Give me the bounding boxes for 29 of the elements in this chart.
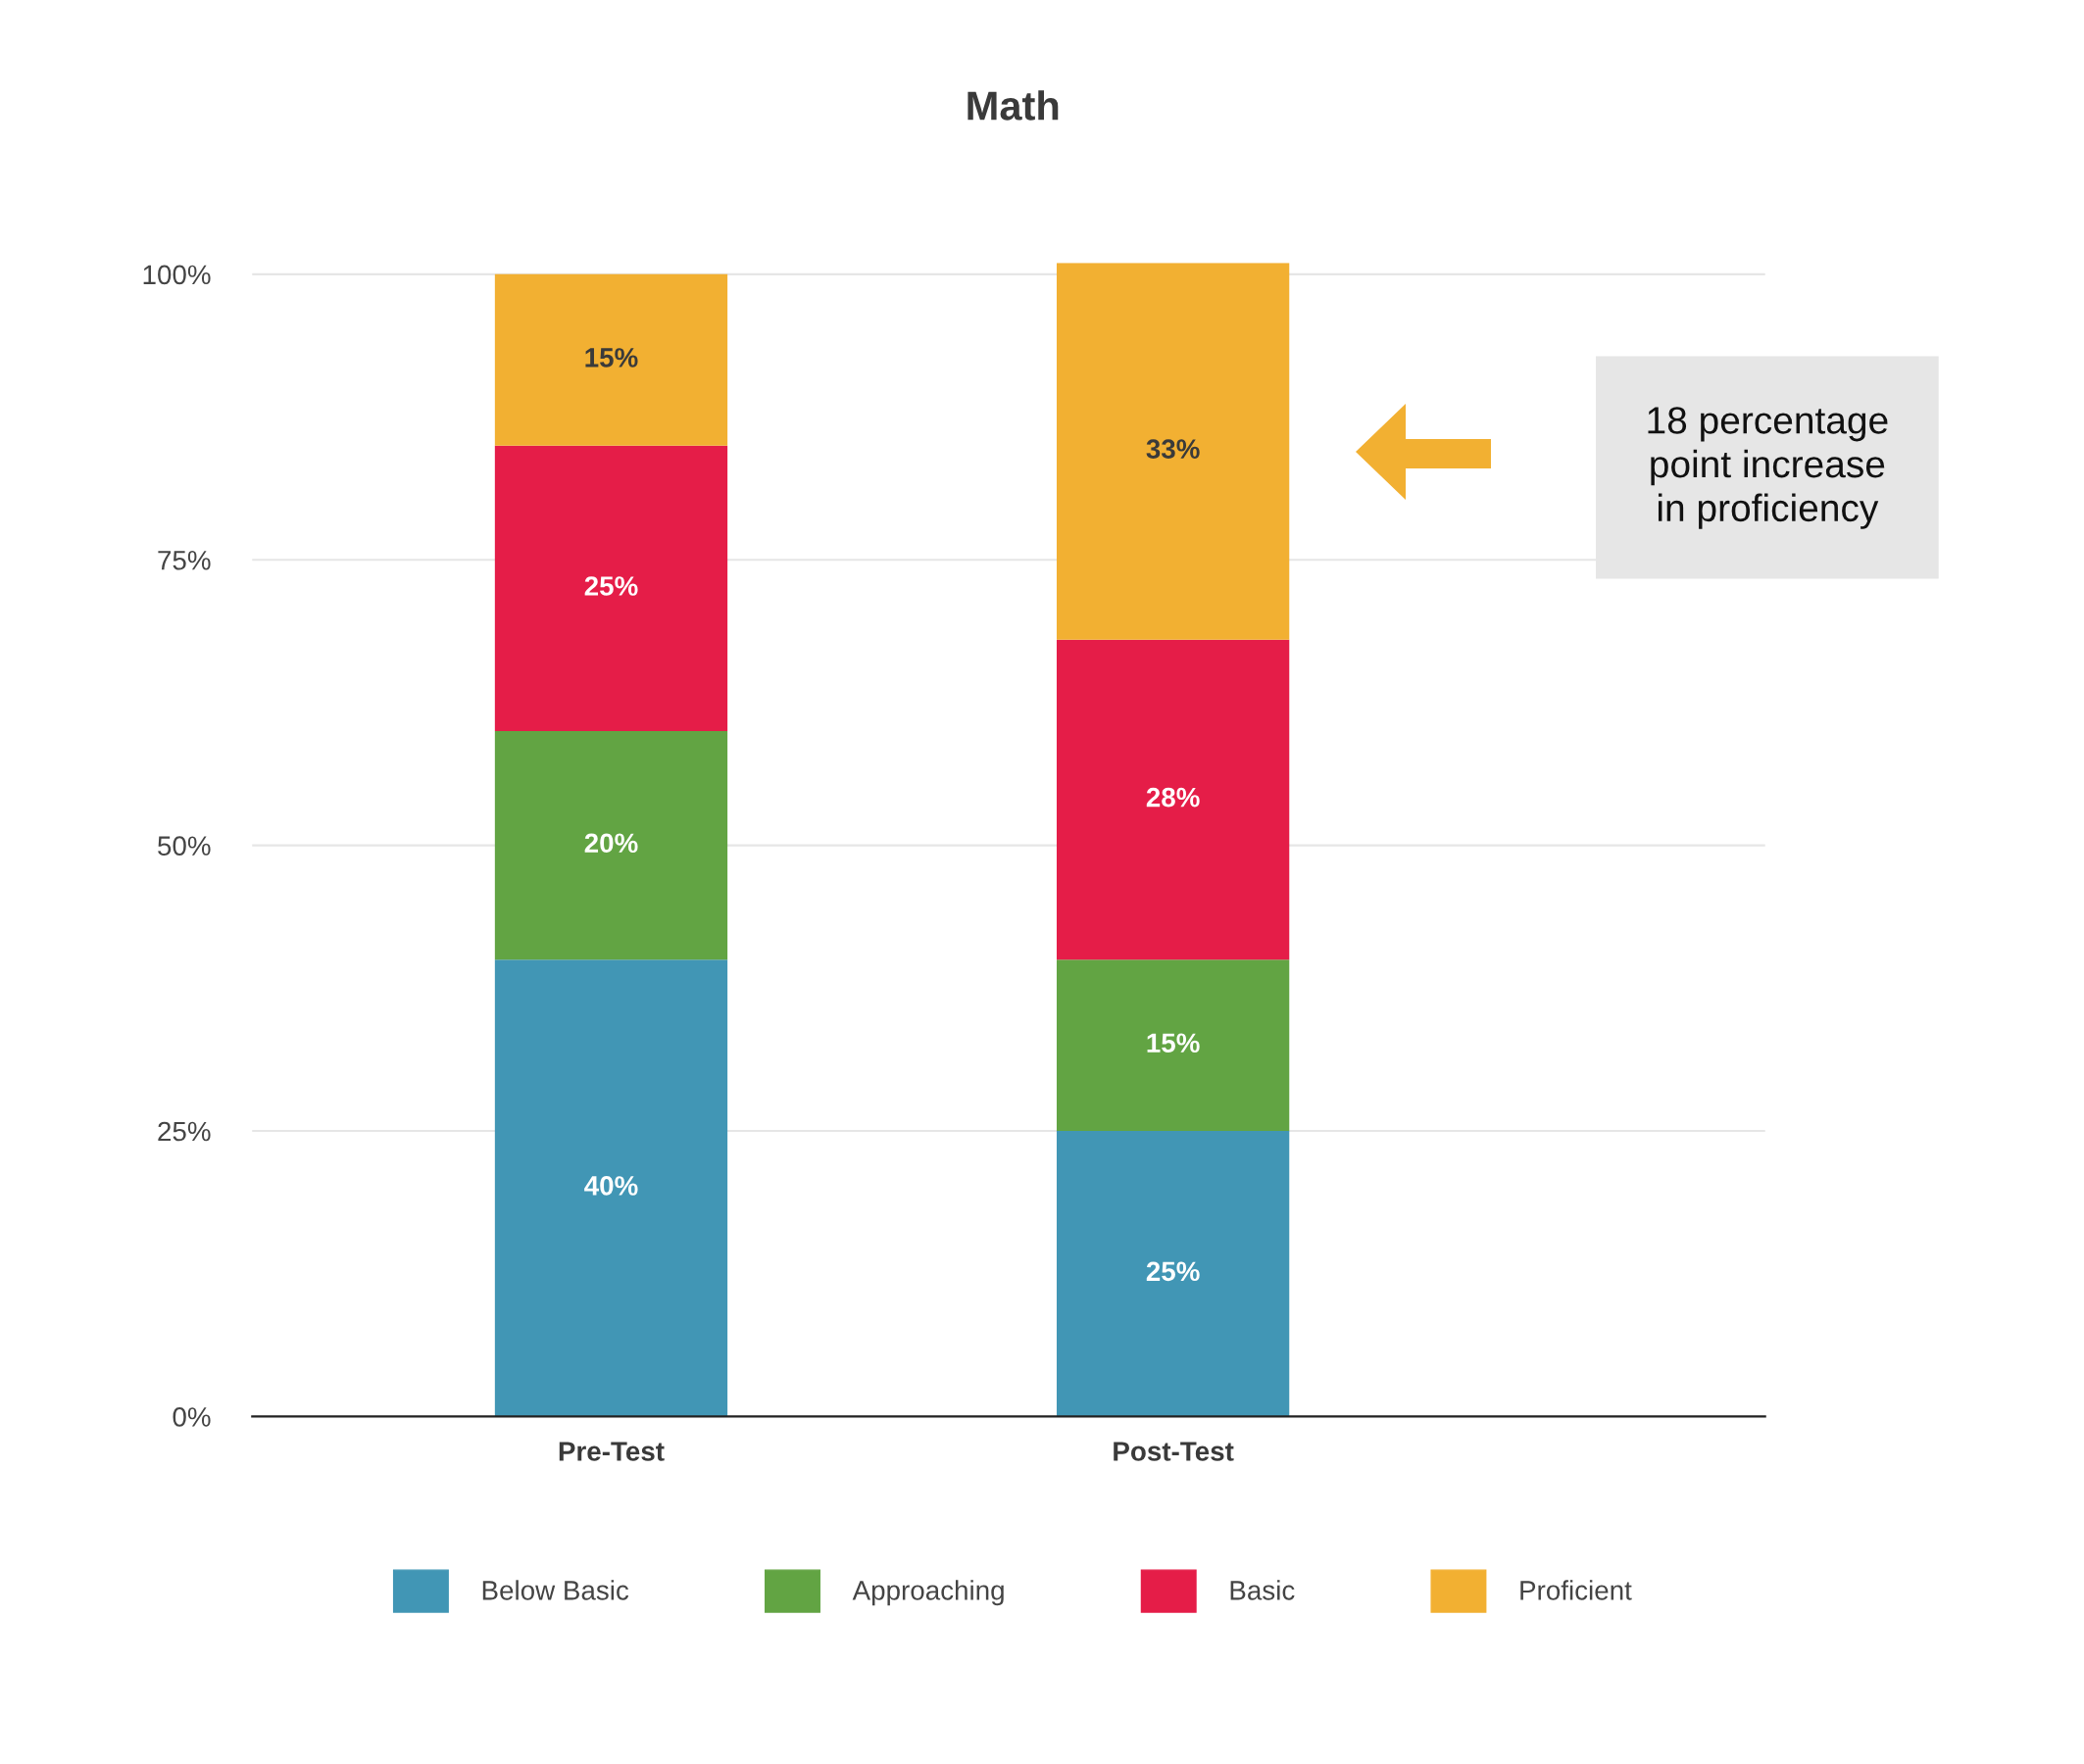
bar [1056, 639, 1290, 960]
x-tick-label: Pre-Test [559, 1442, 665, 1461]
y-tick-label: 0% [173, 1407, 211, 1427]
legend-label: Proficient [1520, 1580, 1632, 1600]
data-label: 28% [1146, 787, 1200, 808]
data-label: 25% [584, 576, 638, 596]
legend-label: Approaching [852, 1580, 1004, 1606]
bar [1056, 959, 1290, 1132]
legend-label: Below Basic [482, 1580, 629, 1600]
bar [1056, 1131, 1290, 1417]
y-tick-label: 25% [158, 1121, 211, 1142]
legend-label: Basic [1230, 1580, 1295, 1600]
x-tick-label: Post-Test [1114, 1442, 1234, 1461]
bar [494, 273, 728, 446]
data-label: 33% [1146, 439, 1200, 460]
data-label: 40% [584, 1176, 638, 1196]
annotation: 18 percentage point increase in proficiency [1648, 407, 1888, 529]
y-tick-label: 50% [158, 836, 211, 856]
data-label: 15% [1147, 1033, 1200, 1054]
bar [1056, 263, 1290, 640]
bar [494, 731, 728, 960]
y-tick-label: 75% [158, 551, 211, 570]
data-label: 15% [585, 348, 638, 368]
y-tick-label: 100% [143, 265, 211, 285]
data-label: 20% [584, 833, 638, 854]
bar [494, 445, 728, 732]
bar [494, 959, 728, 1417]
data-label: 25% [1146, 1261, 1200, 1282]
chart-title: Math [968, 90, 1059, 121]
